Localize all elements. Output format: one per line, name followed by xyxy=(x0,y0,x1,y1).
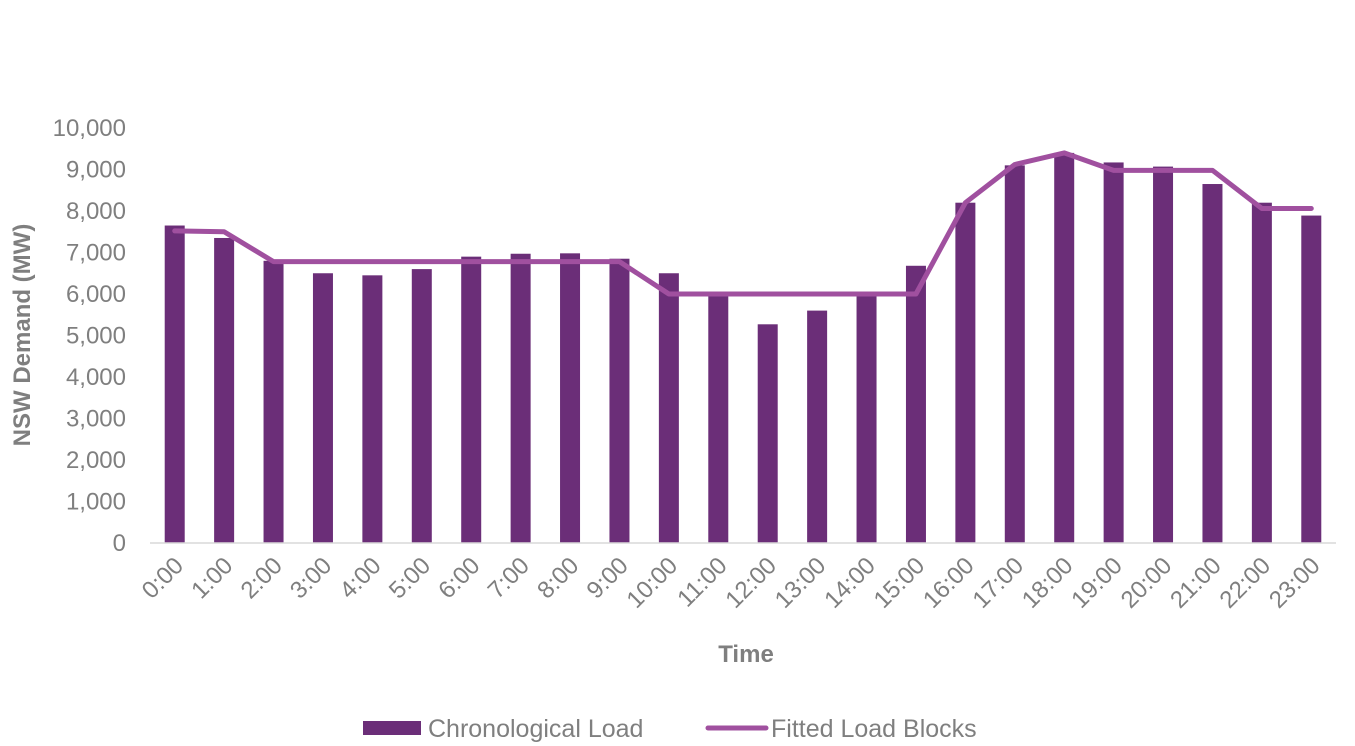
line-series-fitted-load-blocks xyxy=(175,153,1312,294)
bar-chronological-load xyxy=(1252,203,1272,543)
bar-chronological-load xyxy=(758,324,778,543)
y-tick-label: 3,000 xyxy=(66,406,126,433)
bar-chronological-load xyxy=(906,266,926,543)
y-tick-label: 7,000 xyxy=(66,240,126,267)
x-tick-label: 22:00 xyxy=(1215,552,1277,614)
x-tick-label: 1:00 xyxy=(186,552,238,604)
x-tick-label: 6:00 xyxy=(433,552,485,604)
bar-chronological-load xyxy=(461,257,481,543)
y-tick-label: 2,000 xyxy=(66,447,126,474)
x-tick-label: 11:00 xyxy=(672,552,732,612)
x-tick-label: 13:00 xyxy=(770,552,832,614)
y-tick-label: 8,000 xyxy=(66,198,126,225)
y-tick-label: 6,000 xyxy=(66,281,126,308)
bar-chronological-load xyxy=(708,296,728,543)
y-tick-label: 0 xyxy=(113,530,126,557)
legend-label-fitted-load-blocks: Fitted Load Blocks xyxy=(771,715,977,743)
x-tick-label: 23:00 xyxy=(1264,552,1326,614)
bar-chronological-load xyxy=(807,311,827,543)
x-tick-label: 10:00 xyxy=(622,552,684,614)
bar-chronological-load xyxy=(560,253,580,543)
legend: Chronological Load Fitted Load Blocks xyxy=(363,715,977,743)
y-axis-ticks: 0 1,000 2,000 3,000 4,000 5,000 6,000 7,000 8,00… xyxy=(53,115,126,557)
x-tick-label: 5:00 xyxy=(384,552,436,604)
bar-chronological-load xyxy=(165,226,185,543)
x-tick-label: 17:00 xyxy=(967,552,1029,614)
y-tick-label: 5,000 xyxy=(66,323,126,350)
bar-chronological-load xyxy=(1005,165,1025,543)
x-tick-label: 15:00 xyxy=(869,552,931,614)
x-tick-label: 8:00 xyxy=(532,552,584,604)
bar-chronological-load xyxy=(313,273,333,543)
bar-chronological-load xyxy=(214,238,234,543)
x-tick-label: 18:00 xyxy=(1017,552,1079,614)
x-tick-label: 7:00 xyxy=(483,552,535,604)
y-tick-label: 10,000 xyxy=(53,115,126,142)
bar-chronological-load xyxy=(1054,153,1074,543)
bar-chronological-load xyxy=(1202,184,1222,543)
bar-chronological-load xyxy=(609,259,629,543)
x-tick-label: 19:00 xyxy=(1066,552,1128,614)
x-tick-label: 3:00 xyxy=(285,552,337,604)
y-tick-label: 9,000 xyxy=(66,157,126,184)
x-tick-label: 2:00 xyxy=(236,552,288,604)
bar-chronological-load xyxy=(362,275,382,543)
bar-chronological-load xyxy=(412,269,432,543)
bar-chronological-load xyxy=(1104,162,1124,543)
x-axis-ticks: 0:001:002:003:004:005:006:007:008:009:00… xyxy=(137,552,1326,614)
y-tick-label: 4,000 xyxy=(66,364,126,391)
x-tick-label: 21:00 xyxy=(1165,552,1227,614)
bar-series-chronological-load xyxy=(165,153,1322,543)
x-axis-title: Time xyxy=(718,641,774,668)
legend-swatch-chronological-load xyxy=(363,721,421,735)
y-tick-label: 1,000 xyxy=(66,489,126,516)
bar-chronological-load xyxy=(264,261,284,543)
bar-chronological-load xyxy=(659,273,679,543)
x-tick-label: 4:00 xyxy=(334,552,386,604)
bar-chronological-load xyxy=(511,254,531,543)
x-tick-label: 12:00 xyxy=(720,552,782,614)
legend-label-chronological-load: Chronological Load xyxy=(428,715,643,743)
x-tick-label: 16:00 xyxy=(918,552,980,614)
x-tick-label: 14:00 xyxy=(819,552,881,614)
x-tick-label: 0:00 xyxy=(137,552,189,604)
x-tick-label: 20:00 xyxy=(1116,552,1178,614)
bar-chronological-load xyxy=(857,294,877,543)
y-axis-title: NSW Demand (MW) xyxy=(9,224,36,447)
bar-chronological-load xyxy=(1301,216,1321,543)
bar-chronological-load xyxy=(1153,167,1173,543)
bar-chronological-load xyxy=(955,203,975,543)
